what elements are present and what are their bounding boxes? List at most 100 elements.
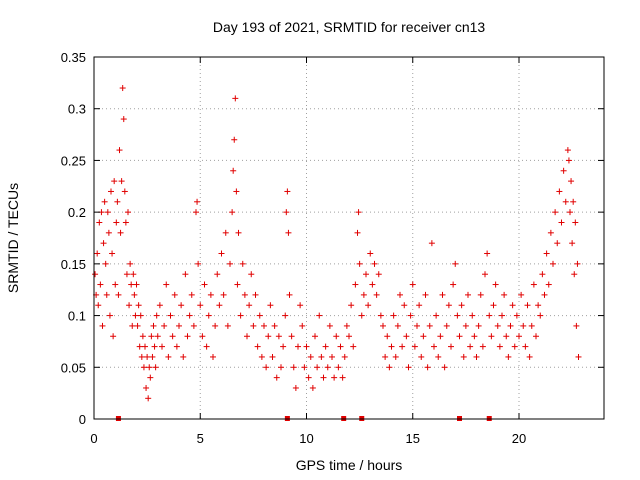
data-point — [550, 260, 556, 267]
data-point — [569, 240, 576, 247]
data-point — [190, 322, 197, 329]
x-tick-label: 15 — [406, 431, 420, 446]
y-tick-label: 0.25 — [61, 153, 86, 168]
data-point — [307, 353, 314, 360]
data-point — [416, 302, 423, 309]
data-point — [283, 209, 290, 216]
data-point — [392, 353, 399, 360]
data-point — [356, 260, 363, 267]
data-point — [224, 322, 231, 329]
data-point — [520, 322, 527, 329]
data-point — [437, 333, 444, 340]
data-point — [112, 281, 119, 288]
data-point — [286, 291, 293, 298]
data-point — [102, 260, 109, 267]
x-tick-labels: 0 5 10 15 20 — [90, 431, 526, 446]
data-point — [522, 343, 529, 350]
y-tick-label: 0.15 — [61, 257, 86, 272]
data-point — [518, 291, 525, 298]
data-point — [354, 229, 361, 236]
data-point — [131, 291, 138, 298]
data-point — [562, 198, 569, 205]
data-point — [288, 333, 295, 340]
data-point — [426, 322, 433, 329]
data-point — [233, 188, 240, 195]
data-point — [537, 312, 544, 319]
data-point — [496, 343, 503, 350]
grid-layer — [94, 57, 604, 419]
data-point — [533, 333, 539, 340]
data-point — [154, 333, 161, 340]
data-point — [140, 364, 147, 371]
data-point — [318, 353, 325, 360]
x-axis-label: GPS time / hours — [296, 457, 403, 473]
x-tick-label: 5 — [197, 431, 204, 446]
data-point — [433, 312, 440, 319]
data-point — [373, 291, 380, 298]
data-point — [139, 333, 146, 340]
data-point — [567, 209, 573, 216]
data-point — [100, 240, 107, 247]
data-point — [290, 364, 297, 371]
data-point — [492, 281, 499, 288]
data-point — [151, 343, 158, 350]
data-point — [565, 157, 572, 164]
data-point — [254, 343, 261, 350]
data-point — [101, 198, 108, 205]
data-point — [120, 116, 127, 123]
data-point — [265, 333, 272, 340]
data-point — [309, 384, 316, 391]
data-point — [513, 312, 520, 319]
data-point — [388, 343, 395, 350]
data-point — [125, 209, 131, 216]
data-point — [182, 271, 189, 278]
data-point — [267, 302, 274, 309]
data-point — [241, 291, 248, 298]
data-point — [355, 209, 362, 216]
data-point — [479, 343, 486, 350]
data-point — [148, 333, 155, 340]
data-point — [516, 333, 522, 340]
data-point — [258, 353, 265, 360]
data-point — [484, 250, 491, 257]
data-point — [303, 343, 310, 350]
data-point — [138, 353, 145, 360]
data-point — [324, 364, 331, 371]
data-point — [439, 291, 446, 298]
data-point — [152, 364, 159, 371]
data-point — [397, 291, 403, 298]
data-point — [535, 302, 542, 309]
data-point — [571, 271, 578, 278]
data-point — [99, 322, 106, 329]
data-point — [128, 281, 135, 288]
data-point — [114, 198, 121, 205]
data-point — [111, 178, 118, 185]
data-point — [486, 312, 493, 319]
data-point — [252, 291, 259, 298]
data-point — [403, 333, 410, 340]
plot-frame — [93, 56, 605, 420]
data-point — [201, 281, 208, 288]
data-point — [188, 291, 195, 298]
data-point — [116, 147, 123, 154]
data-point — [448, 343, 454, 350]
data-point — [197, 302, 204, 309]
y-tick-label: 0.35 — [61, 50, 86, 65]
data-point — [456, 333, 463, 340]
data-point — [220, 291, 227, 298]
data-point — [382, 353, 389, 360]
data-point — [477, 291, 484, 298]
data-point — [558, 219, 565, 226]
data-point — [560, 167, 567, 174]
data-point — [121, 188, 128, 195]
data-point — [96, 219, 103, 226]
data-point — [147, 374, 154, 381]
data-point — [346, 333, 352, 340]
data-point — [273, 374, 280, 381]
data-point — [348, 302, 355, 309]
data-point — [149, 353, 156, 360]
data-point — [431, 343, 437, 350]
data-point — [350, 343, 357, 350]
data-point — [143, 384, 150, 391]
